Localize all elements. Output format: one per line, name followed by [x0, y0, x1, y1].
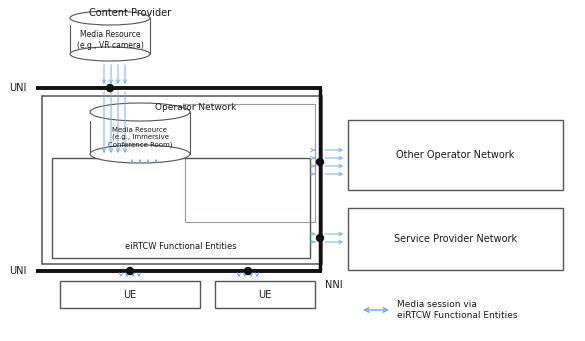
Bar: [90, 112, 190, 154]
Text: Service Provider Network: Service Provider Network: [394, 234, 517, 244]
Bar: [348, 208, 563, 270]
Text: Media session via
eiRTCW Functional Entities: Media session via eiRTCW Functional Enti…: [397, 300, 518, 320]
Ellipse shape: [90, 103, 190, 121]
Circle shape: [316, 235, 324, 241]
Text: Media Resource
(e.g., Immersive
Conference Room): Media Resource (e.g., Immersive Conferen…: [108, 127, 172, 148]
Circle shape: [126, 267, 133, 275]
Bar: [42, 96, 322, 264]
Bar: [70, 18, 150, 54]
Text: NNI: NNI: [325, 280, 343, 290]
Bar: [52, 158, 310, 258]
Text: Operator Network: Operator Network: [156, 103, 236, 112]
Text: UE: UE: [123, 290, 137, 299]
Text: Other Operator Network: Other Operator Network: [396, 150, 515, 160]
Text: UE: UE: [259, 290, 271, 299]
Circle shape: [245, 267, 252, 275]
Text: Media Resource
(e.g., VR camera): Media Resource (e.g., VR camera): [77, 30, 143, 50]
Text: UNI: UNI: [9, 83, 27, 93]
Text: eiRTCW Functional Entities: eiRTCW Functional Entities: [125, 242, 237, 251]
Bar: [215, 281, 315, 308]
Text: Content Provider: Content Provider: [89, 8, 171, 18]
Bar: [60, 281, 200, 308]
Circle shape: [106, 85, 113, 91]
Bar: [70, 18, 150, 25]
Ellipse shape: [70, 11, 150, 25]
Ellipse shape: [70, 47, 150, 61]
Bar: [348, 120, 563, 190]
Bar: [185, 104, 315, 222]
Text: UNI: UNI: [9, 266, 27, 276]
Ellipse shape: [90, 145, 190, 163]
Circle shape: [316, 159, 324, 165]
Bar: [90, 112, 190, 121]
